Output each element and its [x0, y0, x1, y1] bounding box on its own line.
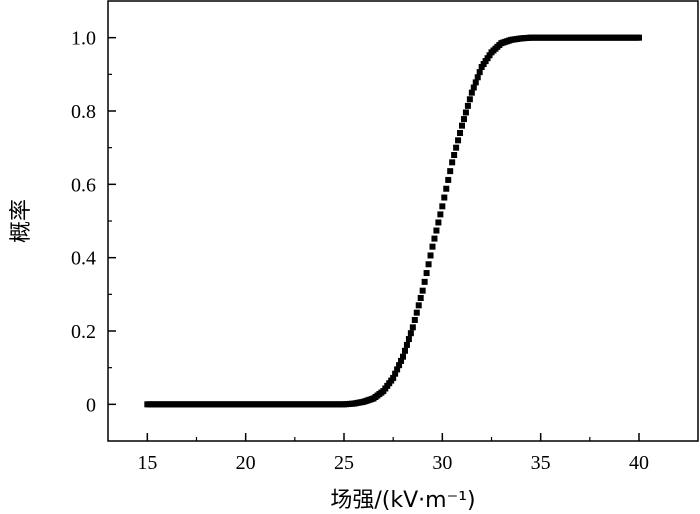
x-axis-title: 场强/(kV·m⁻¹) — [330, 488, 475, 513]
y-tick-label: 0.8 — [71, 101, 96, 123]
data-point — [390, 374, 397, 381]
data-point — [466, 96, 473, 103]
data-point — [468, 89, 475, 96]
data-point — [437, 211, 444, 218]
data-point — [457, 130, 464, 136]
data-point — [447, 168, 454, 175]
x-tick-label: 35 — [531, 452, 551, 474]
plot-frame — [107, 0, 699, 442]
y-tick-label: 0.6 — [71, 174, 96, 196]
data-point — [429, 243, 436, 250]
data-point — [441, 194, 448, 201]
x-tick-label: 30 — [432, 452, 452, 474]
data-point — [403, 341, 410, 348]
data-point — [443, 185, 450, 192]
data-point — [435, 219, 442, 226]
data-point — [398, 357, 405, 364]
data-point — [470, 84, 477, 91]
data-point — [407, 330, 414, 337]
data-point — [439, 203, 446, 210]
data-point — [445, 176, 452, 183]
data-point — [419, 287, 426, 294]
y-tick-label: 0 — [86, 394, 96, 416]
y-tick-label: 0.2 — [71, 321, 96, 343]
data-point — [460, 116, 467, 123]
y-tick-label: 1.0 — [71, 28, 96, 50]
data-point — [462, 109, 469, 116]
x-tick-label: 15 — [137, 452, 157, 474]
data-point — [425, 261, 432, 268]
y-axis-ticks: 0 0.2 0.4 0.6 0.8 1.0 — [71, 28, 116, 416]
data-point — [472, 79, 479, 86]
data-point — [396, 362, 403, 369]
data-point — [409, 324, 416, 331]
data-point — [394, 366, 401, 373]
data-point — [459, 122, 465, 129]
data-point — [476, 69, 483, 76]
data-point — [413, 309, 420, 316]
data-point — [474, 74, 481, 81]
data-point — [464, 102, 471, 109]
x-tick-label: 40 — [629, 452, 649, 474]
data-point — [427, 252, 434, 259]
data-point — [451, 152, 458, 158]
data-point — [401, 347, 408, 354]
x-axis-ticks: 15 20 25 30 35 40 — [137, 433, 649, 474]
data-series — [144, 34, 642, 408]
data-point — [453, 144, 460, 151]
data-point — [423, 270, 430, 277]
x-tick-label: 25 — [334, 452, 354, 474]
y-axis-title: 概率 — [9, 199, 34, 243]
data-point — [392, 370, 399, 377]
x-tick-label: 20 — [236, 452, 256, 474]
data-point — [449, 159, 456, 166]
data-point — [405, 336, 412, 343]
data-point — [433, 227, 440, 234]
y-tick-label: 0.4 — [71, 248, 96, 270]
data-point — [415, 302, 422, 309]
data-point — [400, 353, 406, 360]
data-point — [455, 137, 462, 144]
data-point — [431, 235, 438, 242]
data-point — [636, 34, 642, 41]
data-point — [411, 317, 418, 323]
data-point — [421, 278, 428, 285]
data-point — [417, 295, 424, 301]
